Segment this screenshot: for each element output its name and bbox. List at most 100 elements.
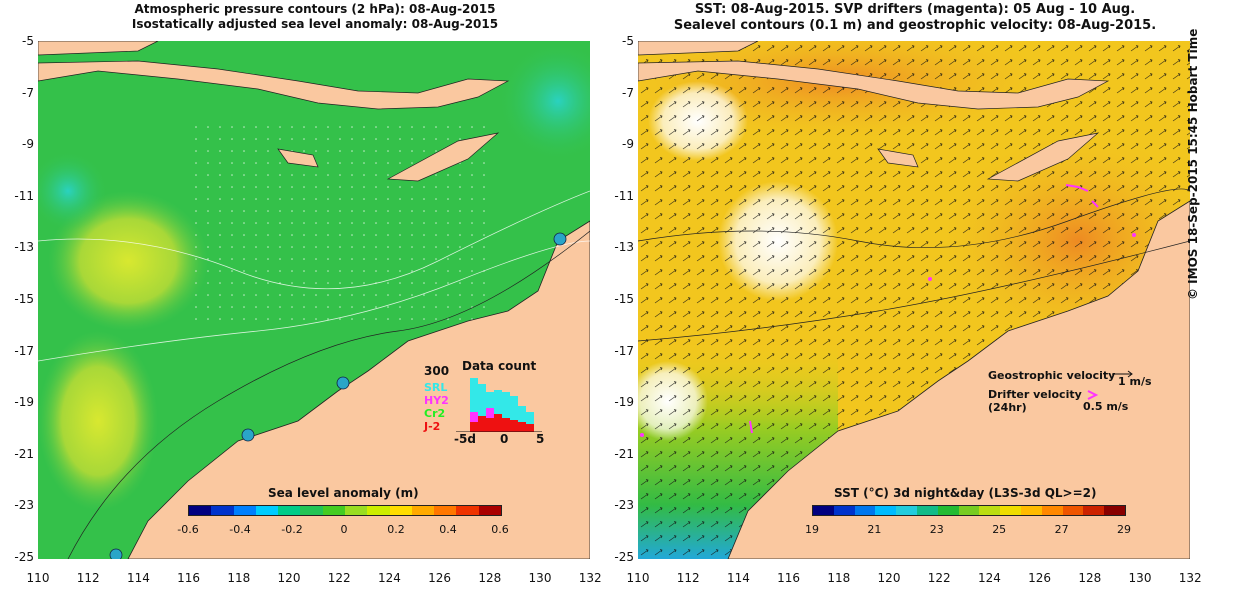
inset-bar xyxy=(502,392,510,432)
anomaly-low-northwest xyxy=(38,151,108,231)
y-tick-label: -7 xyxy=(622,85,634,100)
x-tick-label: 116 xyxy=(177,571,201,585)
y-tick-label: -9 xyxy=(622,137,634,152)
svp-drifter-point xyxy=(928,277,932,281)
left-sumba-island xyxy=(277,148,319,168)
colorbar-tick-label: 23 xyxy=(929,523,944,536)
svp-drifter-track xyxy=(1065,184,1089,192)
colorbar-swatch xyxy=(833,506,855,515)
sealevel-contour xyxy=(638,188,1190,249)
inset-bar xyxy=(470,378,478,432)
colorbar-swatch xyxy=(322,506,345,515)
drifter-velocity-value: 0.5 m/s xyxy=(1083,400,1129,413)
left-indonesia-islands xyxy=(38,60,510,110)
bathymetry-contour xyxy=(67,230,590,559)
colorbar-swatch xyxy=(916,506,938,515)
inset-title: Data count xyxy=(462,359,537,373)
colorbar-swatch xyxy=(478,506,501,515)
y-tick-label: -23 xyxy=(14,498,34,513)
colorbar-tick-label: -0.2 xyxy=(281,523,303,536)
inset-legend-srl: SRL xyxy=(424,381,448,394)
colorbar-tick-label: 21 xyxy=(867,523,882,536)
y-tick-label: -17 xyxy=(14,343,34,358)
y-tick-label: -7 xyxy=(22,85,34,100)
colorbar-tick-label: -0.6 xyxy=(177,523,199,536)
left-java-land xyxy=(38,41,159,56)
tide-gauge-marker xyxy=(109,548,123,559)
y-tick-label: -5 xyxy=(22,34,34,48)
right-colorbar-title: SST (°C) 3d night&day (L3S-3d QL>=2) xyxy=(834,486,1097,500)
colorbar-swatch xyxy=(979,506,1001,515)
x-tick-label: 114 xyxy=(726,571,750,585)
colorbar-swatch xyxy=(813,506,834,515)
colorbar-swatch xyxy=(278,506,301,515)
tide-gauge-marker xyxy=(336,376,350,390)
y-tick-label: -23 xyxy=(614,498,634,513)
left-map xyxy=(38,41,590,559)
x-tick-label: 126 xyxy=(1028,571,1052,585)
inset-bar xyxy=(478,384,486,432)
inset-bar xyxy=(526,424,534,432)
right-australia-land xyxy=(727,200,1190,559)
y-tick-label: -19 xyxy=(614,395,634,410)
y-tick-label: -17 xyxy=(614,343,634,358)
x-tick-label: 114 xyxy=(126,571,150,585)
inset-legend-hy2: HY2 xyxy=(424,394,449,407)
svp-drifter-point xyxy=(1132,233,1136,237)
right-title-line1: SST: 08-Aug-2015. SVP drifters (magenta)… xyxy=(694,2,1136,17)
y-tick-label: -11 xyxy=(614,188,634,203)
x-tick-label: 118 xyxy=(827,571,851,585)
inset-bar xyxy=(486,418,494,432)
x-tick-label: 128 xyxy=(478,571,502,585)
tide-gauge-marker xyxy=(241,428,255,442)
colorbar-swatch xyxy=(1104,506,1125,515)
y-tick-label: -15 xyxy=(614,292,634,306)
anomaly-low-northeast xyxy=(498,41,590,161)
x-tick-label: 120 xyxy=(277,571,301,585)
right-title: SST: 08-Aug-2015. SVP drifters (magenta)… xyxy=(640,2,1190,34)
inset-bar xyxy=(526,412,534,432)
colorbar-swatch xyxy=(958,506,980,515)
right-colorbar xyxy=(812,505,1126,516)
colorbar-swatch xyxy=(1020,506,1042,515)
y-tick-label: -9 xyxy=(22,137,34,152)
colorbar-tick-label: 0 xyxy=(340,523,348,536)
y-tick-label: -19 xyxy=(14,395,34,410)
colorbar-swatch xyxy=(875,506,897,515)
x-tick-label: 130 xyxy=(1128,571,1152,585)
tide-gauge-marker xyxy=(553,232,567,246)
x-tick-label: 110 xyxy=(626,571,650,585)
x-tick-label: 110 xyxy=(26,571,50,585)
drifter-velocity-label-line1: Drifter velocity xyxy=(988,388,1082,401)
geo-velocity-label: Geostrophic velocity xyxy=(988,369,1116,382)
colorbar-tick-label: 0.2 xyxy=(387,523,405,536)
right-java-land xyxy=(638,41,759,56)
left-title-line1: Atmospheric pressure contours (2 hPa): 0… xyxy=(134,2,496,16)
colorbar-tick-label: -0.4 xyxy=(229,523,251,536)
left-colorbar xyxy=(188,505,502,516)
colorbar-tick-label: 0.4 xyxy=(439,523,457,536)
colorbar-swatch xyxy=(255,506,279,515)
x-tick-label: 112 xyxy=(76,571,100,585)
anomaly-high-west xyxy=(48,191,208,331)
y-tick-label: -5 xyxy=(622,34,634,48)
geo-velocity-value: 1 m/s xyxy=(1118,375,1152,388)
colorbar-swatch xyxy=(411,506,435,515)
colorbar-swatch xyxy=(1083,506,1105,515)
drifter-velocity-label: Drifter velocity (24hr) xyxy=(988,388,1082,414)
colorbar-swatch xyxy=(456,506,479,515)
left-timor-island xyxy=(386,132,500,182)
inset-ymax: 300 xyxy=(424,364,450,378)
drifter-velocity-label-line2: (24hr) xyxy=(988,401,1027,414)
y-tick-label: -13 xyxy=(614,240,634,255)
x-tick-label: 116 xyxy=(777,571,801,585)
colorbar-tick-label: 27 xyxy=(1054,523,1069,536)
colorbar-tick-label: 25 xyxy=(992,523,1007,536)
pressure-contour xyxy=(38,240,590,362)
left-colorbar-title: Sea level anomaly (m) xyxy=(268,486,419,500)
geo-velocity-arrow xyxy=(1112,370,1133,378)
x-tick-label: 120 xyxy=(877,571,901,585)
x-tick-label: 132 xyxy=(578,571,602,585)
inset-bar xyxy=(510,396,518,432)
y-tick-label: -21 xyxy=(14,446,34,461)
